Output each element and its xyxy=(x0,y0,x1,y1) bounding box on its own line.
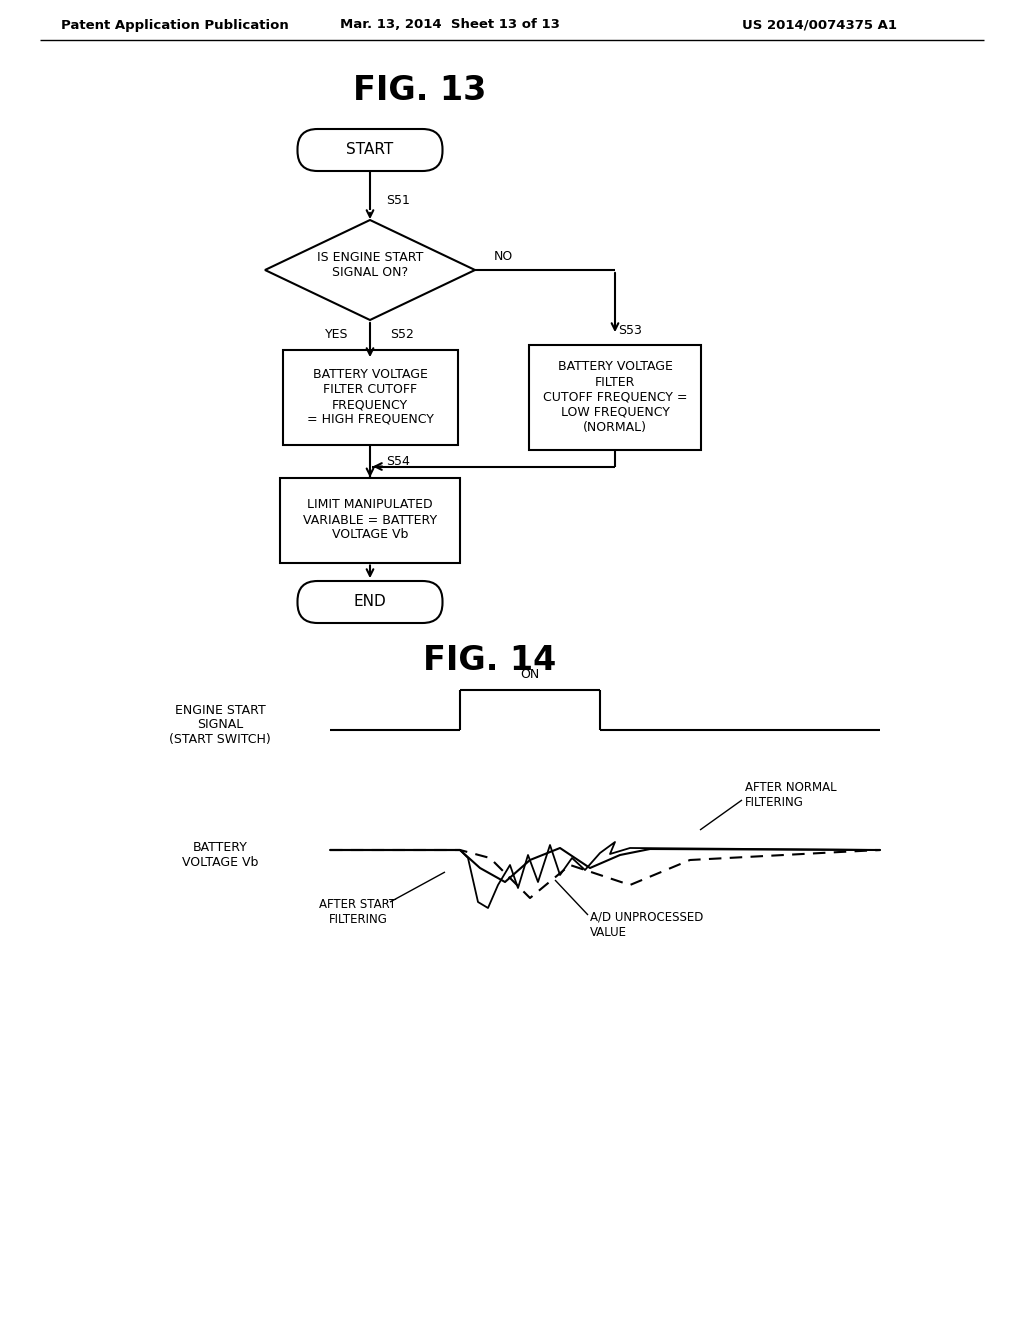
Text: S52: S52 xyxy=(390,327,414,341)
FancyBboxPatch shape xyxy=(298,129,442,172)
Text: Mar. 13, 2014  Sheet 13 of 13: Mar. 13, 2014 Sheet 13 of 13 xyxy=(340,18,560,32)
Text: S54: S54 xyxy=(386,455,410,469)
Text: S53: S53 xyxy=(618,323,642,337)
Bar xyxy=(280,478,460,562)
Polygon shape xyxy=(265,220,475,319)
Bar xyxy=(529,345,701,450)
Text: START: START xyxy=(346,143,393,157)
Text: YES: YES xyxy=(325,327,348,341)
Text: FIG. 13: FIG. 13 xyxy=(353,74,486,107)
Text: ON: ON xyxy=(520,668,540,681)
Text: IS ENGINE START
SIGNAL ON?: IS ENGINE START SIGNAL ON? xyxy=(316,251,423,279)
Text: AFTER NORMAL
FILTERING: AFTER NORMAL FILTERING xyxy=(745,781,837,809)
Text: ENGINE START
SIGNAL
(START SWITCH): ENGINE START SIGNAL (START SWITCH) xyxy=(169,704,271,747)
Text: LIMIT MANIPULATED
VARIABLE = BATTERY
VOLTAGE Vb: LIMIT MANIPULATED VARIABLE = BATTERY VOL… xyxy=(303,499,437,541)
Text: BATTERY
VOLTAGE Vb: BATTERY VOLTAGE Vb xyxy=(182,841,258,869)
Text: US 2014/0074375 A1: US 2014/0074375 A1 xyxy=(742,18,897,32)
Bar xyxy=(283,350,458,445)
Text: BATTERY VOLTAGE
FILTER
CUTOFF FREQUENCY =
LOW FREQUENCY
(NORMAL): BATTERY VOLTAGE FILTER CUTOFF FREQUENCY … xyxy=(543,360,687,433)
Text: S51: S51 xyxy=(386,194,410,206)
Text: AFTER START
FILTERING: AFTER START FILTERING xyxy=(319,898,396,927)
Text: BATTERY VOLTAGE
FILTER CUTOFF
FREQUENCY
= HIGH FREQUENCY: BATTERY VOLTAGE FILTER CUTOFF FREQUENCY … xyxy=(306,368,433,426)
Text: END: END xyxy=(353,594,386,610)
Text: FIG. 14: FIG. 14 xyxy=(423,644,557,676)
Text: Patent Application Publication: Patent Application Publication xyxy=(61,18,289,32)
Text: A/D UNPROCESSED
VALUE: A/D UNPROCESSED VALUE xyxy=(590,911,703,939)
FancyBboxPatch shape xyxy=(298,581,442,623)
Text: NO: NO xyxy=(494,251,513,264)
